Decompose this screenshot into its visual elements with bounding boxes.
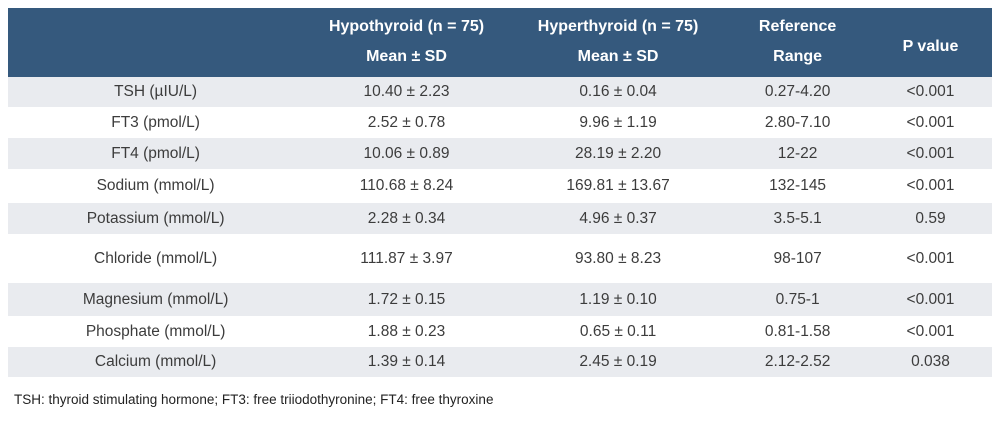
hyperthyroid-title: Hyperthyroid (n = 75) xyxy=(537,18,699,35)
p-value-cell: 0.038 xyxy=(911,353,950,370)
hyperthyroid-mean-cell: 4.96 ± 0.37 xyxy=(579,209,657,227)
parameter-cell: Potassium (mmol/L) xyxy=(86,209,225,227)
hypothyroid-mean-cell: 2.28 ± 0.34 xyxy=(367,209,446,227)
hypothyroid-mean-cell: 110.68 ± 8.24 xyxy=(359,177,454,194)
parameter-cell: TSH (µIU/L) xyxy=(114,83,198,100)
hypothyroid-title: Hypothyroid (n = 75) xyxy=(328,18,485,35)
column-header-hyperthyroid: Hyperthyroid (n = 75) Mean ± SD xyxy=(509,8,727,77)
reference-subtitle: Range xyxy=(773,48,823,65)
table-body: TSH (µIU/L) 10.40 ± 2.23 0.16 ± 0.04 0.2… xyxy=(8,77,992,377)
hyperthyroid-mean-cell: 0.16 ± 0.04 xyxy=(579,83,657,100)
table-row: Chloride (mmol/L) 111.87 ± 3.97 93.80 ± … xyxy=(8,234,992,283)
p-value-cell: <0.001 xyxy=(906,113,955,131)
reference-range-cell: 0.81-1.58 xyxy=(764,322,831,340)
reference-range-cell: 2.80-7.10 xyxy=(764,113,831,131)
table-row: TSH (µIU/L) 10.40 ± 2.23 0.16 ± 0.04 0.2… xyxy=(8,77,992,107)
column-header-reference-range: Reference Range xyxy=(726,8,869,77)
hypothyroid-mean-cell: 1.88 ± 0.23 xyxy=(367,322,446,340)
table-footnote: TSH: thyroid stimulating hormone; FT3: f… xyxy=(14,392,494,407)
table-row: Magnesium (mmol/L) 1.72 ± 0.15 1.19 ± 0.… xyxy=(8,283,992,316)
reference-range-cell: 12-22 xyxy=(777,144,818,162)
p-value-cell: <0.001 xyxy=(906,83,955,100)
p-value-cell: <0.001 xyxy=(906,249,955,267)
parameter-cell: Phosphate (mmol/L) xyxy=(85,322,226,340)
hypothyroid-mean-cell: 10.40 ± 2.23 xyxy=(363,83,450,100)
p-value-title: P value xyxy=(902,37,959,55)
p-value-cell: <0.001 xyxy=(906,322,955,340)
column-header-hypothyroid: Hypothyroid (n = 75) Mean ± SD xyxy=(303,8,510,77)
hyperthyroid-mean-cell: 9.96 ± 1.19 xyxy=(579,113,657,131)
hypothyroid-mean-cell: 1.72 ± 0.15 xyxy=(367,290,446,308)
hypothyroid-mean-cell: 10.06 ± 0.89 xyxy=(363,144,450,162)
p-value-cell: <0.001 xyxy=(906,290,955,308)
parameter-cell: Calcium (mmol/L) xyxy=(94,353,217,370)
parameter-cell: FT4 (pmol/L) xyxy=(111,144,200,162)
reference-range-cell: 0.27-4.20 xyxy=(764,83,831,100)
reference-range-cell: 98-107 xyxy=(773,249,822,267)
hyperthyroid-mean-cell: 0.65 ± 0.11 xyxy=(579,322,657,340)
table-row: Calcium (mmol/L) 1.39 ± 0.14 2.45 ± 0.19… xyxy=(8,347,992,377)
hyperthyroid-mean-cell: 2.45 ± 0.19 xyxy=(579,353,657,370)
hypothyroid-mean-cell: 1.39 ± 0.14 xyxy=(367,353,446,370)
hyperthyroid-mean-cell: 169.81 ± 13.67 xyxy=(566,177,670,194)
parameter-cell: FT3 (pmol/L) xyxy=(111,113,200,131)
table-row: Potassium (mmol/L) 2.28 ± 0.34 4.96 ± 0.… xyxy=(8,203,992,234)
column-header-parameter xyxy=(8,8,304,77)
p-value-cell: <0.001 xyxy=(906,144,955,162)
hyperthyroid-mean-cell: 1.19 ± 0.10 xyxy=(579,290,657,308)
page: Hypothyroid (n = 75) Mean ± SD Hyperthyr… xyxy=(8,8,992,407)
p-value-cell: 0.59 xyxy=(915,209,946,227)
results-table: Hypothyroid (n = 75) Mean ± SD Hyperthyr… xyxy=(8,8,992,377)
reference-range-cell: 3.5-5.1 xyxy=(773,209,822,227)
hypothyroid-mean-cell: 111.87 ± 3.97 xyxy=(360,249,453,267)
table-row: Phosphate (mmol/L) 1.88 ± 0.23 0.65 ± 0.… xyxy=(8,316,992,347)
reference-range-cell: 2.12-2.52 xyxy=(764,353,831,370)
hyperthyroid-mean-cell: 28.19 ± 2.20 xyxy=(575,144,662,162)
table-row: FT4 (pmol/L) 10.06 ± 0.89 28.19 ± 2.20 1… xyxy=(8,138,992,169)
parameter-cell: Magnesium (mmol/L) xyxy=(82,290,229,308)
parameter-cell: Sodium (mmol/L) xyxy=(96,177,215,194)
table-header: Hypothyroid (n = 75) Mean ± SD Hyperthyr… xyxy=(8,8,992,77)
header-row: Hypothyroid (n = 75) Mean ± SD Hyperthyr… xyxy=(8,8,992,77)
reference-title: Reference xyxy=(758,18,837,35)
hyperthyroid-mean-cell: 93.80 ± 8.23 xyxy=(575,249,662,267)
reference-range-cell: 132-145 xyxy=(769,177,827,194)
hyperthyroid-subtitle: Mean ± SD xyxy=(577,48,659,65)
p-value-cell: <0.001 xyxy=(906,177,955,194)
parameter-cell: Chloride (mmol/L) xyxy=(94,249,218,267)
table-row: FT3 (pmol/L) 2.52 ± 0.78 9.96 ± 1.19 2.8… xyxy=(8,107,992,138)
hypothyroid-mean-cell: 2.52 ± 0.78 xyxy=(367,113,446,131)
column-header-p-value: P value xyxy=(868,8,992,77)
reference-range-cell: 0.75-1 xyxy=(775,290,820,308)
table-row: Sodium (mmol/L) 110.68 ± 8.24 169.81 ± 1… xyxy=(8,169,992,203)
hypothyroid-subtitle: Mean ± SD xyxy=(366,48,447,65)
